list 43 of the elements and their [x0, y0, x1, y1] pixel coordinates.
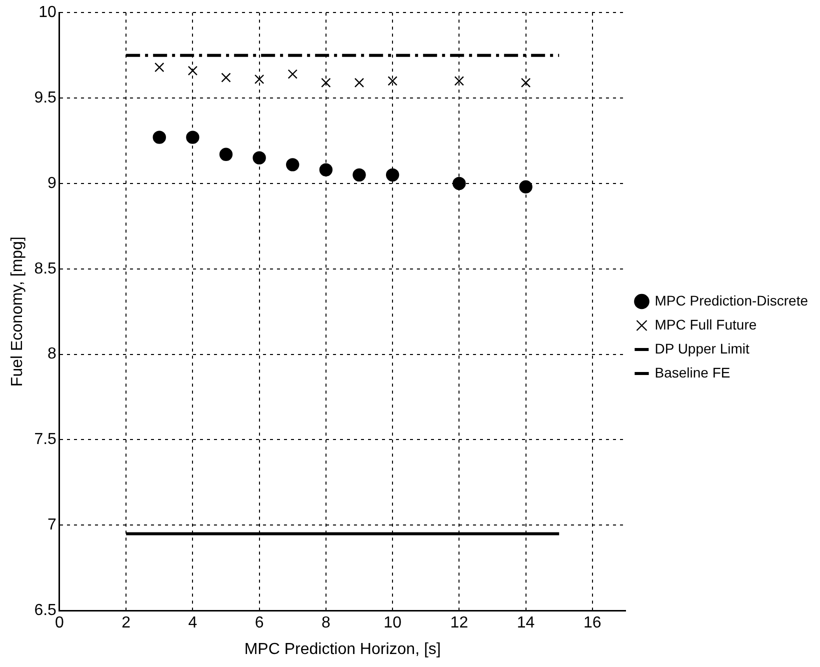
x-tick-label: 10 — [384, 614, 402, 632]
legend-label: MPC Full Future — [654, 316, 757, 332]
y-tick-label: 9 — [48, 174, 57, 192]
point — [386, 168, 400, 182]
x-tick-label: 8 — [321, 614, 330, 632]
y-tick-label: 6.5 — [34, 602, 57, 620]
point — [188, 66, 198, 76]
x-tick-label: 4 — [188, 614, 198, 632]
point — [519, 180, 532, 194]
point — [352, 168, 366, 182]
y-tick-label: 9.5 — [34, 89, 57, 106]
point — [354, 78, 364, 88]
point — [221, 72, 231, 82]
y-tick-label: 8.5 — [34, 260, 57, 278]
x-tick-label: 0 — [54, 614, 64, 632]
point — [388, 76, 398, 86]
point — [152, 130, 166, 144]
x-tick-label: 2 — [122, 614, 131, 632]
point — [288, 69, 298, 79]
y-tick-label: 7 — [48, 516, 57, 534]
y-axis-title: Fuel Economy, [mpg] — [9, 236, 26, 387]
legend-label: DP Upper Limit — [654, 340, 750, 356]
legend-label: Baseline FE — [654, 364, 730, 380]
point — [321, 78, 331, 88]
point — [454, 76, 464, 86]
point — [319, 163, 333, 176]
point — [254, 74, 264, 84]
x-tick-label: 14 — [516, 614, 535, 632]
point — [186, 130, 200, 144]
point — [252, 151, 266, 164]
point — [452, 176, 466, 190]
x-tick-label: 12 — [450, 614, 468, 632]
legend-label: MPC Prediction-Discrete — [654, 292, 808, 308]
x-axis-title: MPC Prediction Horizon, [s] — [244, 640, 441, 658]
x-tick-label: 6 — [254, 614, 264, 632]
point — [219, 148, 233, 162]
point — [520, 78, 531, 88]
y-tick-label: 10 — [38, 4, 57, 22]
y-tick-label: 7.5 — [34, 431, 57, 448]
x-tick-label: 16 — [584, 614, 602, 632]
y-tick-label: 8 — [48, 346, 57, 363]
point — [286, 158, 300, 172]
point — [154, 62, 164, 72]
